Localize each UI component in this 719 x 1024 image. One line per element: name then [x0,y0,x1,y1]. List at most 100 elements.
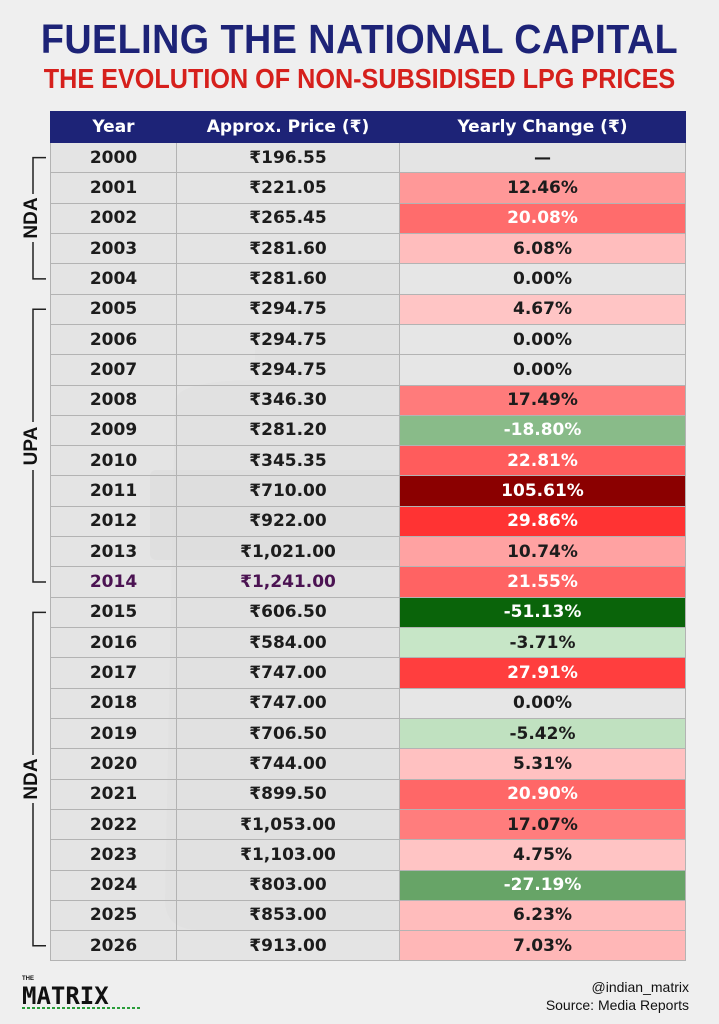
cell-price: ₹345.35 [176,445,400,477]
logo-underline [22,1007,140,1009]
table-row: 2020 ₹744.00 5.31% [50,748,686,780]
table-row: 2005 ₹294.75 4.67% [50,293,686,325]
cell-price: ₹1,053.00 [176,808,400,841]
cell-yearly-change: 0.00% [399,263,686,295]
cell-yearly-change: 20.08% [399,202,686,234]
table-row: 2024 ₹803.00 -27.19% [50,869,686,901]
cell-yearly-change: -27.19% [399,869,686,901]
cell-yearly-change: 7.03% [399,930,686,962]
cell-year: 2023 [50,839,177,871]
cell-yearly-change: 5.31% [399,748,686,780]
table-row: 2023 ₹1,103.00 4.75% [50,839,686,871]
lpg-price-table: Year Approx. Price (₹) Yearly Change (₹)… [50,111,686,962]
cell-yearly-change: 21.55% [399,566,686,598]
cell-price: ₹853.00 [176,899,400,932]
era-label: NDA [21,755,43,804]
cell-yearly-change: 0.00% [399,687,686,719]
cell-year: 2022 [50,808,177,841]
table-row: 2011 ₹710.00 105.61% [50,475,686,507]
cell-year: 2004 [50,263,177,295]
cell-yearly-change: 10.74% [399,536,686,568]
cell-price: ₹281.20 [176,414,400,447]
table-body: 2000 ₹196.55—2001 ₹221.05 12.46% 2002 ₹265.45… [50,141,686,962]
table-row: 2018 ₹747.00 0.00% [50,687,686,719]
cell-price: ₹1,103.00 [176,839,400,871]
cell-price: ₹281.60 [176,232,400,265]
era-label: UPA [21,421,43,470]
cell-yearly-change: -51.13% [399,596,686,629]
table-row: 2016 ₹584.00 -3.71% [50,626,686,659]
table-row: 2002 ₹265.45 20.08% [50,202,686,234]
matrix-logo: THE MATRIX [22,976,152,1010]
cell-price: ₹710.00 [176,475,400,507]
cell-yearly-change: 17.49% [399,384,686,416]
cell-price: ₹803.00 [176,869,400,901]
cell-price: ₹265.45 [176,202,400,234]
column-header-year: Year [50,111,177,143]
cell-yearly-change: -18.80% [399,414,686,447]
table-row: 2000 ₹196.55— [50,141,686,174]
cell-yearly-change: — [399,141,686,174]
cell-year: 2026 [50,930,177,962]
cell-yearly-change: 17.07% [399,808,686,841]
cell-price: ₹294.75 [176,354,400,386]
page-subtitle: THE EVOLUTION OF NON-SUBSIDISED LPG PRIC… [43,63,676,94]
cell-yearly-change: 0.00% [399,354,686,386]
cell-price: ₹584.00 [176,626,400,659]
cell-yearly-change: 22.81% [399,445,686,477]
cell-year: 2013 [50,536,177,568]
cell-year: 2020 [50,748,177,780]
cell-year: 2019 [50,717,177,750]
cell-year: 2002 [50,202,177,234]
cell-price: ₹281.60 [176,263,400,295]
table-row: 2010 ₹345.35 22.81% [50,445,686,477]
cell-year: 2011 [50,475,177,507]
cell-price: ₹294.75 [176,323,400,356]
cell-year: 2018 [50,687,177,719]
cell-price: ₹744.00 [176,748,400,780]
source-note: Source: Media Reports [545,997,689,1013]
table-row: 2017 ₹747.00 27.91% [50,657,686,689]
cell-price: ₹606.50 [176,596,400,629]
cell-year: 2016 [50,626,177,659]
cell-year: 2001 [50,172,177,204]
table-row: 2008 ₹346.30 17.49% [50,384,686,416]
table-row: 2021 ₹899.50 20.90% [50,778,686,810]
cell-yearly-change: 4.75% [399,839,686,871]
cell-price: ₹706.50 [176,717,400,750]
table-row: 2013 ₹1,021.00 10.74% [50,536,686,568]
cell-price: ₹346.30 [176,384,400,416]
cell-price: ₹1,021.00 [176,536,400,568]
table-row: 2025 ₹853.00 6.23% [50,899,686,932]
table-row: 2019 ₹706.50 -5.42% [50,717,686,750]
cell-yearly-change: -5.42% [399,717,686,750]
cell-yearly-change: 29.86% [399,505,686,538]
cell-yearly-change: 27.91% [399,657,686,689]
cell-price: ₹899.50 [176,778,400,810]
cell-price: ₹1,241.00 [176,566,400,598]
cell-price: ₹913.00 [176,930,400,962]
cell-year: 2009 [50,414,177,447]
cell-year: 2003 [50,232,177,265]
cell-yearly-change: 105.61% [399,475,686,507]
cell-year: 2007 [50,354,177,386]
cell-year: 2008 [50,384,177,416]
cell-yearly-change: 4.67% [399,293,686,325]
table-row: 2012 ₹922.00 29.86% [50,505,686,538]
table-row: 2009 ₹281.20 -18.80% [50,414,686,447]
cell-price: ₹922.00 [176,505,400,538]
table-row: 2004 ₹281.60 0.00% [50,263,686,295]
cell-year: 2010 [50,445,177,477]
cell-year: 2015 [50,596,177,629]
table-row: 2001 ₹221.05 12.46% [50,172,686,204]
table-row: 2006 ₹294.75 0.00% [50,323,686,356]
column-header-price: Approx. Price (₹) [176,111,400,143]
cell-year: 2005 [50,293,177,325]
logo-prefix: THE [22,976,34,982]
cell-year: 2014 [50,566,177,598]
logo-wordmark: MATRIX [22,982,109,1010]
cell-year: 2000 [50,141,177,174]
table-row: 2015 ₹606.50 -51.13% [50,596,686,629]
table-row: 2003 ₹281.60 6.08% [50,232,686,265]
cell-yearly-change: 20.90% [399,778,686,810]
